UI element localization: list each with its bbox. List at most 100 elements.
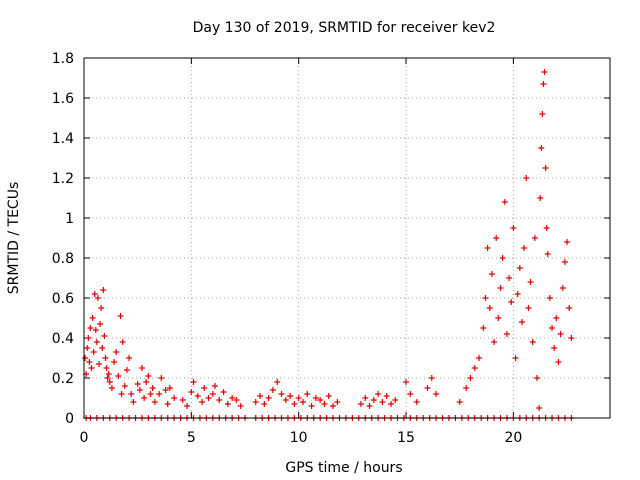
data-point [495,315,502,321]
data-point [514,291,521,297]
y-tick-label: 0.4 [52,331,74,347]
data-point [471,365,478,371]
data-point [357,401,364,407]
y-tick-label: 1 [65,211,74,227]
data-point [503,331,510,337]
data-point [118,391,125,397]
x-tick-label: 0 [80,430,89,446]
data-point [482,295,489,301]
data-point [164,401,171,407]
data-point [491,339,498,345]
y-tick-label: 1.4 [52,131,74,147]
data-point [237,403,244,409]
data-point [92,327,99,333]
data-point [156,391,163,397]
data-point [553,315,560,321]
data-point [325,393,332,399]
data-point [488,271,495,277]
data-point [525,305,532,311]
data-point [501,199,508,205]
data-point [103,365,110,371]
data-point [564,239,571,245]
x-axis-label: GPS time / hours [285,460,402,476]
data-point [521,245,528,251]
data-point [312,395,319,401]
y-tick-label: 0.6 [52,291,74,307]
y-tick-label: 0.8 [52,251,74,267]
data-point [508,299,515,305]
data-point [534,375,541,381]
data-point [96,361,103,367]
data-points [82,69,575,421]
data-point [84,345,91,351]
data-point [269,387,276,393]
data-point [484,245,491,251]
data-point [117,313,124,319]
data-point [101,333,108,339]
x-tick-label: 15 [397,430,415,446]
data-point [497,285,504,291]
data-point [194,393,201,399]
chart-title: Day 130 of 2019, SRMTID for receiver kev… [193,20,496,36]
data-point [413,399,420,405]
data-point [544,251,551,257]
data-point [209,391,216,397]
x-tick-label: 5 [187,430,196,446]
data-point [499,255,506,261]
data-point [549,325,556,331]
data-point [98,305,105,311]
data-point [89,315,96,321]
y-tick-label: 1.2 [52,171,74,187]
data-point [94,295,101,301]
data-point [493,235,500,241]
data-point [541,69,548,75]
data-point [379,399,386,405]
data-point [113,349,120,355]
data-point [299,399,306,405]
axis-ticks: 0 0.2 0.4 0.6 0.8 1 1.2 1.4 1.6 1.8 0 5 10 15 20 [52,51,610,446]
data-point [557,331,564,337]
data-point [537,195,544,201]
data-point [145,373,152,379]
data-point [158,375,165,381]
data-point [130,399,137,405]
x-tick-label: 20 [504,430,522,446]
data-point [568,335,575,341]
data-point [403,379,410,385]
data-point [136,387,143,393]
data-point [291,401,298,407]
data-point [321,401,328,407]
data-point [518,319,525,325]
y-tick-label: 0.2 [52,371,74,387]
data-point [100,287,107,293]
data-point [274,379,281,385]
data-point [105,371,112,377]
data-point [205,395,212,401]
data-point [561,259,568,265]
data-point [456,399,463,405]
data-point [224,401,231,407]
data-point [220,389,227,395]
data-point [199,399,206,405]
data-point [88,365,95,371]
data-point [388,401,395,407]
data-point [542,165,549,171]
data-point [531,235,538,241]
data-point [467,375,474,381]
data-point [188,389,195,395]
data-point [90,349,97,355]
data-point [179,397,186,403]
data-point [428,375,435,381]
data-point [82,355,89,361]
y-tick-label: 1.8 [52,51,74,67]
data-point [555,359,562,365]
data-point [106,379,113,385]
data-point [366,403,373,409]
data-point [538,145,545,151]
data-point [211,383,218,389]
data-point [252,399,259,405]
data-point [149,385,156,391]
data-point [559,285,566,291]
data-point [134,381,141,387]
data-point [407,391,414,397]
